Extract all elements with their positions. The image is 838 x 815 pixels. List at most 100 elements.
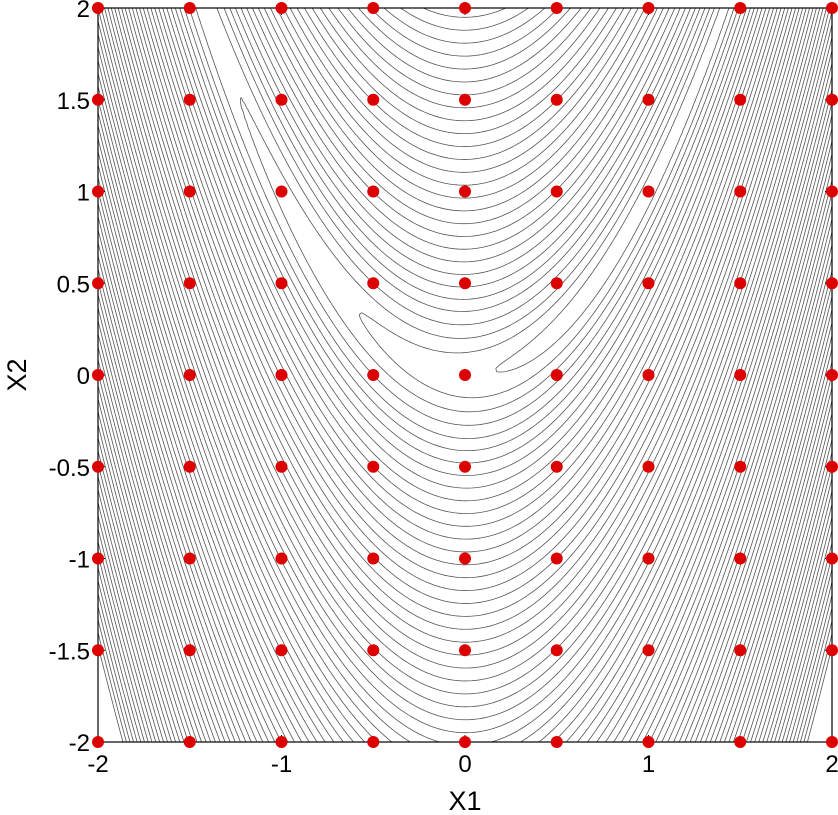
contour-line-68: [97, 528, 833, 743]
sample-point: [367, 460, 380, 473]
y-tick-label: -0.5: [49, 455, 90, 482]
sample-point: [92, 552, 104, 565]
sample-point: [550, 552, 563, 565]
x-tick-label: -2: [87, 751, 108, 778]
y-tick-label: 1: [77, 180, 90, 207]
sample-point: [734, 93, 747, 106]
contour-line-8: [170, 7, 763, 489]
contour-line-67: [97, 515, 833, 743]
contour-line-66: [97, 502, 833, 743]
contour-line-71: [97, 567, 833, 743]
sample-point: [92, 2, 104, 14]
sample-point: [642, 552, 655, 565]
sample-point: [367, 185, 380, 198]
y-tick-label: 2: [77, 0, 90, 23]
contour-line-11: [158, 7, 774, 527]
sample-point: [642, 644, 655, 657]
sample-point: [92, 736, 104, 748]
sample-point: [459, 369, 471, 381]
contour-line-19: [128, 7, 804, 630]
contour-line-36: [97, 112, 833, 743]
contour-line-20: [124, 7, 807, 643]
sample-point: [92, 644, 104, 657]
contour-line-25: [107, 7, 824, 708]
contour-line-26: [104, 7, 827, 721]
sample-point: [183, 185, 196, 198]
contour-line-75: [97, 619, 833, 743]
contour-line-22: [117, 7, 814, 669]
contour-line-35: [97, 99, 833, 743]
sample-point: [642, 369, 655, 381]
contour-line-32: [97, 60, 833, 743]
contour-line-5: [183, 7, 751, 452]
contour-line-64: [97, 476, 833, 743]
x-axis-label: X1: [448, 786, 481, 815]
sample-point: [275, 644, 288, 657]
sample-point: [550, 185, 563, 198]
sample-point: [826, 736, 838, 748]
sample-point: [826, 644, 838, 657]
contour-line-15: [142, 7, 789, 579]
sample-point: [459, 460, 471, 473]
sample-point: [734, 185, 747, 198]
contour-line-54: [97, 346, 833, 743]
sample-point: [826, 277, 838, 290]
sample-point: [734, 736, 747, 748]
sample-point: [642, 736, 655, 748]
contour-line-63: [97, 463, 833, 743]
sample-point: [642, 185, 655, 198]
contour-line-1: [358, 7, 735, 399]
sample-point: [459, 93, 471, 106]
sample-point: [642, 460, 655, 473]
contour-line-77: [97, 645, 833, 743]
sample-point: [92, 460, 104, 473]
sample-point: [275, 369, 288, 381]
contour-line-3: [195, 7, 743, 426]
contour-line-14: [146, 7, 786, 566]
sample-point: [183, 277, 196, 290]
contour-line-70: [97, 554, 833, 743]
sample-point: [275, 460, 288, 473]
sample-point: [92, 185, 104, 198]
x-tick-label: 2: [825, 751, 838, 778]
sample-point: [550, 369, 563, 381]
sample-point: [367, 552, 380, 565]
contour-line-47: [97, 255, 833, 743]
sample-point: [275, 93, 288, 106]
contour-line-55: [97, 359, 833, 743]
sample-point: [734, 552, 747, 565]
contour-line-37: [97, 125, 833, 743]
sample-point: [183, 460, 196, 473]
sample-point: [826, 2, 838, 14]
contour-line-31: [97, 47, 833, 743]
sample-point: [826, 185, 838, 198]
sample-point: [734, 460, 747, 473]
contour-line-69: [97, 541, 833, 743]
contour-line-38: [97, 138, 833, 743]
sample-point: [367, 93, 380, 106]
contour-line-51: [97, 307, 833, 743]
contour-line-18: [131, 7, 800, 617]
sample-point: [734, 644, 747, 657]
contour-line-73: [97, 593, 833, 743]
x-tick-label: 1: [642, 751, 655, 778]
sample-point: [367, 277, 380, 290]
contour-line-30: [97, 34, 833, 743]
y-tick-label: -1.5: [49, 638, 90, 665]
sample-point: [826, 369, 838, 381]
y-tick-label: -1: [69, 547, 90, 574]
contour-line-28: [97, 7, 833, 743]
sample-point: [459, 185, 471, 198]
contour-line-72: [97, 580, 833, 743]
contour-line-49: [97, 281, 833, 743]
contour-line-6: [179, 7, 755, 464]
sample-point: [459, 736, 471, 748]
contour-line-23: [114, 7, 817, 682]
y-tick-label: 0.5: [57, 271, 90, 298]
sample-point: [92, 93, 104, 106]
sample-point: [275, 736, 288, 748]
sample-point: [183, 93, 196, 106]
sample-point: [183, 2, 196, 14]
sample-point: [734, 277, 747, 290]
contour-line-43: [97, 203, 833, 743]
